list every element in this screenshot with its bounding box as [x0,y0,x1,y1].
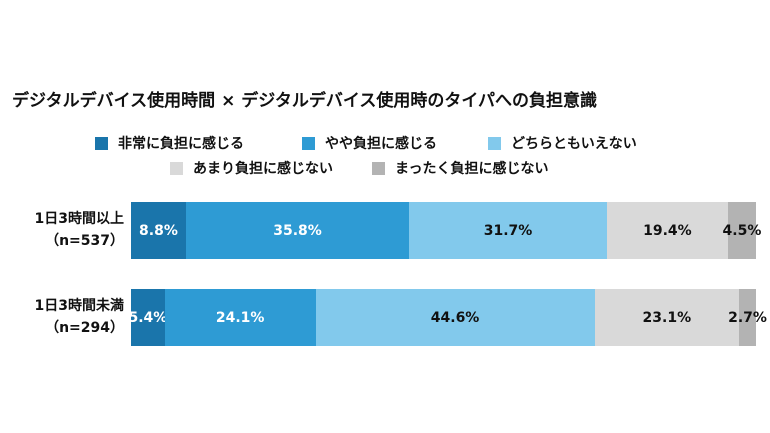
bar-segment: 44.6% [315,289,595,346]
legend-swatch [170,161,183,175]
legend-label: 非常に負担に感じる [118,136,244,152]
data-label: 5.4% [128,309,168,326]
legend-item: やや負担に感じる [302,133,437,153]
bar-segment: 2.7% [728,289,767,346]
stacked-bar: 5.4% 24.1% 44.6% 23.1% 2.7% [128,289,767,346]
data-label: 19.4% [643,222,692,239]
row-label-name: 1日3時間以上 [34,211,124,227]
bar-segment: 8.8% [131,202,186,259]
legend-label: まったく負担に感じない [395,161,549,177]
legend-item: どちらともいえない [488,133,637,153]
legend-swatch [302,136,315,150]
bar-segment: 24.1% [164,289,316,346]
data-label: 31.7% [483,222,533,239]
bar-segment: 31.7% [409,202,607,259]
row-label-sample-size: （n=537） [45,233,124,249]
bar-segment: 5.4% [128,289,168,346]
legend-label: どちらともいえない [511,136,637,152]
row-label-name: 1日3時間未満 [34,298,124,314]
data-label: 8.8% [139,222,178,239]
legend-item: あまり負担に感じない [170,158,333,178]
stacked-bar: 8.8% 35.8% 31.7% 19.4% 4.5% [131,202,761,259]
data-label: 24.1% [215,309,265,326]
data-label: 35.8% [273,222,322,239]
legend-item: 非常に負担に感じる [95,133,244,153]
chart-title: デジタルデバイス使用時間 × デジタルデバイス使用時のタイパへの負担意識 [12,91,598,111]
bar-segment: 4.5% [723,202,761,259]
legend-label: やや負担に感じる [325,136,437,152]
row-label: 1日3時間未満 （n=294） [35,295,124,339]
row-label-sample-size: （n=294） [45,320,124,336]
legend-swatch [488,136,501,150]
legend-swatch [372,161,385,175]
legend-swatch [95,136,108,150]
row-label: 1日3時間以上 （n=537） [35,208,124,252]
bar-segment: 35.8% [185,202,410,259]
legend-item: まったく負担に感じない [372,158,548,178]
data-label: 2.7% [728,309,767,326]
bar-segment: 19.4% [606,202,728,259]
legend-label: あまり負担に感じない [193,161,333,177]
data-label: 23.1% [642,309,692,326]
chart-legend: 非常に負担に感じる やや負担に感じる どちらともいえないあまり負担に感じない まったく… [0,0,770,180]
data-label: 44.6% [430,309,480,326]
data-label: 4.5% [722,222,762,239]
bar-segment: 23.1% [594,289,740,346]
